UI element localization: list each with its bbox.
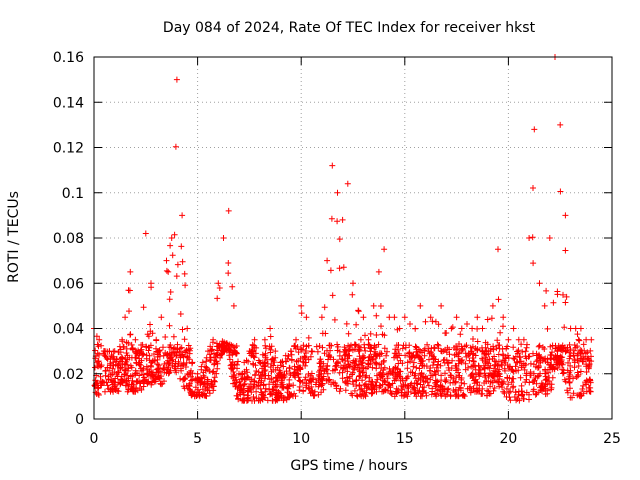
y-tick-label: 0 <box>75 412 84 428</box>
x-tick-label: 0 <box>90 431 99 447</box>
y-tick-label: 0.12 <box>53 141 84 157</box>
axis-tick-labels: 0 5 10 15 20 25 0 0.02 0.04 0.06 0.08 0.1 0.12 0.14 0.… <box>53 50 621 447</box>
roti-markers <box>91 54 595 404</box>
grid-lines <box>94 57 612 419</box>
y-axis-label: ROTI / TECUs <box>6 191 22 283</box>
y-tick-label: 0.1 <box>62 186 84 202</box>
y-tick-label: 0.08 <box>53 231 84 247</box>
axis-ticks <box>93 56 613 420</box>
y-tick-label: 0.02 <box>53 367 84 383</box>
y-tick-label: 0.06 <box>53 276 84 292</box>
x-tick-label: 10 <box>292 431 310 447</box>
x-tick-label: 15 <box>396 431 414 447</box>
y-tick-label: 0.14 <box>53 95 84 111</box>
x-tick-label: 5 <box>193 431 202 447</box>
y-tick-label: 0.16 <box>53 50 84 66</box>
x-axis-label: GPS time / hours <box>290 458 407 474</box>
x-tick-label: 20 <box>499 431 517 447</box>
data-points <box>91 54 595 404</box>
y-tick-label: 0.04 <box>53 322 84 338</box>
chart-title: Day 084 of 2024, Rate Of TEC Index for r… <box>163 20 536 36</box>
x-tick-label: 25 <box>603 431 621 447</box>
